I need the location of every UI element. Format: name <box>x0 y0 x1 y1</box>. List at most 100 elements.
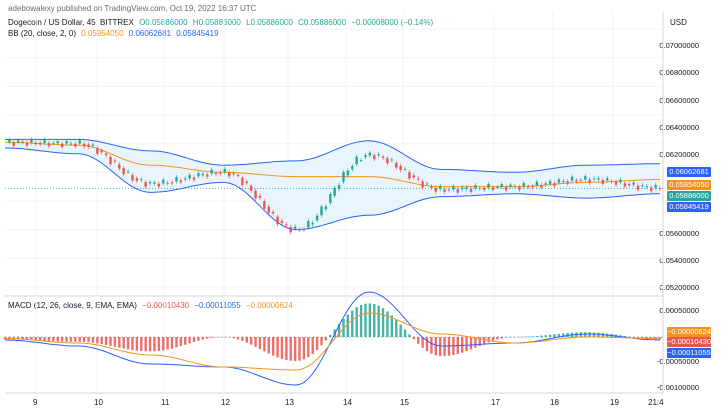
candle-body <box>82 143 86 147</box>
macd-hist-bar <box>311 337 314 354</box>
date-tick: 12 <box>221 398 230 407</box>
macd-hist-bar <box>469 337 473 350</box>
macd-hist-bar <box>544 335 547 337</box>
publisher-caption: adebowalexy published on TradingView.com… <box>8 4 257 13</box>
macd-hist-bar <box>219 337 222 338</box>
candle-body <box>584 176 587 180</box>
bollinger-bands <box>5 138 663 231</box>
macd-hist-bar <box>588 332 591 337</box>
macd-hist-bar <box>403 329 407 337</box>
bb-lower-badge: 0.05845419 <box>667 202 711 212</box>
macd-hist-bar <box>412 337 416 340</box>
candle-body <box>100 150 103 153</box>
macd-hist-bar <box>500 337 503 339</box>
candle-body <box>650 187 653 192</box>
macd-hist-bar <box>408 334 411 337</box>
candle-body <box>280 220 284 224</box>
macd-hist-bar <box>91 337 95 343</box>
candle-body <box>285 224 288 226</box>
candle-body <box>175 177 178 182</box>
date-tick: 14 <box>343 398 352 407</box>
macd-hist-bar <box>293 337 297 361</box>
candle-body <box>91 144 95 146</box>
candle-body <box>381 156 385 158</box>
ohlc-change: −0.00008000 (−0.14%) <box>351 18 434 27</box>
macd-hist-bar <box>104 337 108 345</box>
macd-hist-bar <box>34 337 37 341</box>
macd-hist-bar <box>315 337 319 350</box>
macd-hist-bar <box>465 337 468 352</box>
macd-label: MACD (12, 26, close, 9, EMA, EMA) <box>8 301 137 310</box>
macd-hist-bar <box>179 337 183 347</box>
macd-hist-bar <box>21 337 24 340</box>
candle-body <box>214 173 218 175</box>
candle-body <box>469 188 473 192</box>
candle-body <box>232 173 235 175</box>
candle-body <box>342 172 345 182</box>
candle-body <box>140 179 143 181</box>
date-tick: 15 <box>400 398 409 407</box>
candle-body <box>434 187 438 192</box>
date-tick: 18 <box>550 398 559 407</box>
ohlc-low: L0.05886000 <box>246 18 293 27</box>
macd-hist-bar <box>548 334 552 337</box>
macd-hist-bar <box>535 335 539 337</box>
macd-hist-bar <box>153 337 156 352</box>
macd-hist-bar <box>395 319 398 337</box>
candle-body <box>236 175 240 177</box>
macd-signal-value: −0.00000624 <box>245 301 293 310</box>
candle-body <box>153 182 156 184</box>
candle-body <box>188 174 191 179</box>
candle-body <box>460 187 464 190</box>
macd-hist-bar <box>140 337 143 352</box>
candle-body <box>241 177 244 186</box>
candle-body <box>641 185 644 187</box>
candle-body <box>197 173 200 177</box>
macd-hist-bar <box>390 315 394 337</box>
candle-body <box>315 215 319 221</box>
macd-hist-bar <box>74 337 77 342</box>
candle-body <box>8 139 11 143</box>
macd-hist-bar <box>474 337 477 348</box>
macd-hist-bar <box>197 337 200 341</box>
candlesticks <box>8 137 662 235</box>
candle-body <box>619 179 622 183</box>
macd-hist-bar <box>460 337 464 353</box>
macd-hist-bar <box>267 337 270 354</box>
candle-body <box>553 183 556 187</box>
symbol-title: Dogecoin / US Dollar, 45, BITTREX <box>8 18 134 27</box>
date-tick: 10 <box>94 398 103 407</box>
macd-hist-bar <box>513 336 517 338</box>
candle-body <box>465 187 468 189</box>
macd-hist-bar <box>491 337 495 341</box>
candle-body <box>452 186 455 190</box>
candle-body <box>219 172 222 174</box>
macd-hist-bar <box>553 334 556 337</box>
date-tick: 19 <box>610 398 619 407</box>
candle-body <box>249 185 253 191</box>
macd-hist-bar <box>285 337 288 360</box>
macd-hist-bar <box>430 337 433 354</box>
bb-upper-value: 0.06062681 <box>128 29 172 38</box>
candle-body <box>597 178 600 180</box>
candle-body <box>148 182 152 184</box>
macd-hist-bar <box>351 310 354 337</box>
macd-hist-bar <box>355 307 358 337</box>
bb-info: BB (20, close, 2, 0) 0.05954050 0.060626… <box>8 28 222 39</box>
macd-hist-bar <box>16 337 20 340</box>
candle-body <box>104 153 108 156</box>
macd-hist-bar <box>276 337 279 358</box>
candle-body <box>311 222 314 225</box>
price-tick: 0.05400000 <box>659 256 699 265</box>
price-tick: 0.06800000 <box>659 68 699 77</box>
candle-body <box>157 183 161 187</box>
signal-line <box>5 312 660 371</box>
candle-body <box>531 186 534 188</box>
candle-body <box>329 194 332 203</box>
candle-body <box>74 143 77 147</box>
candle-body <box>184 178 187 180</box>
candle-body <box>333 187 336 196</box>
candle-body <box>359 160 363 162</box>
macd-hist-bar <box>135 337 139 351</box>
